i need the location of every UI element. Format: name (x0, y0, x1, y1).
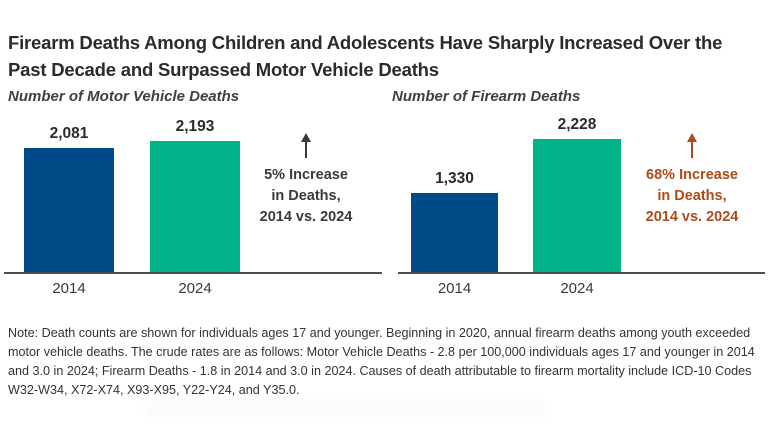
annotation-line: in Deaths, (657, 188, 727, 204)
bar-column-firearm-2014: 1,330 (411, 170, 498, 272)
annotation-line: 5% Increase (264, 167, 348, 183)
page-title-line-1: Firearm Deaths Among Children and Adoles… (8, 32, 723, 53)
x-axis-line-firearm (398, 272, 765, 274)
bar-firearm-2024 (533, 139, 621, 272)
bar-column-motor-2014: 2,081 (24, 125, 114, 272)
bar-value-label: 1,330 (435, 170, 474, 187)
page-title-line-2: Past Decade and Surpassed Motor Vehicle … (8, 59, 439, 80)
watermark-smudge (145, 401, 545, 418)
bar-column-firearm-2024: 2,228 (533, 116, 621, 272)
bar-column-motor-2024: 2,193 (150, 118, 240, 272)
bar-motor-2024 (150, 141, 240, 272)
x-tick-motor-2024: 2024 (178, 280, 212, 297)
x-axis-line-motor (4, 272, 382, 274)
annotation-firearm-increase: 68% Increase in Deaths, 2014 vs. 2024 (625, 133, 759, 228)
chart-title-firearm: Number of Firearm Deaths (392, 88, 581, 105)
annotation-line: in Deaths, (271, 188, 341, 204)
annotation-line: 2014 vs. 2024 (259, 209, 353, 225)
bar-value-label: 2,228 (557, 116, 597, 133)
x-tick-motor-2014: 2014 (52, 280, 86, 297)
x-tick-firearm-2014: 2014 (437, 280, 472, 297)
bar-firearm-2014 (411, 193, 498, 272)
x-tick-firearm-2024: 2024 (560, 280, 594, 297)
chart-title-motor-vehicle: Number of Motor Vehicle Deaths (8, 88, 240, 105)
bar-value-label: 2,081 (49, 125, 89, 142)
increase-arrow-icon (239, 133, 373, 158)
page-title: Firearm Deaths Among Children and Adoles… (8, 29, 764, 83)
bar-value-label: 2,193 (175, 118, 215, 135)
footnote: Note: Death counts are shown for individ… (8, 326, 755, 397)
bar-motor-2014 (24, 148, 114, 272)
increase-arrow-icon (625, 133, 759, 158)
annotation-line: 68% Increase (646, 167, 738, 183)
annotation-line: 2014 vs. 2024 (645, 209, 739, 225)
annotation-motor-increase: 5% Increase in Deaths, 2014 vs. 2024 (239, 133, 373, 228)
